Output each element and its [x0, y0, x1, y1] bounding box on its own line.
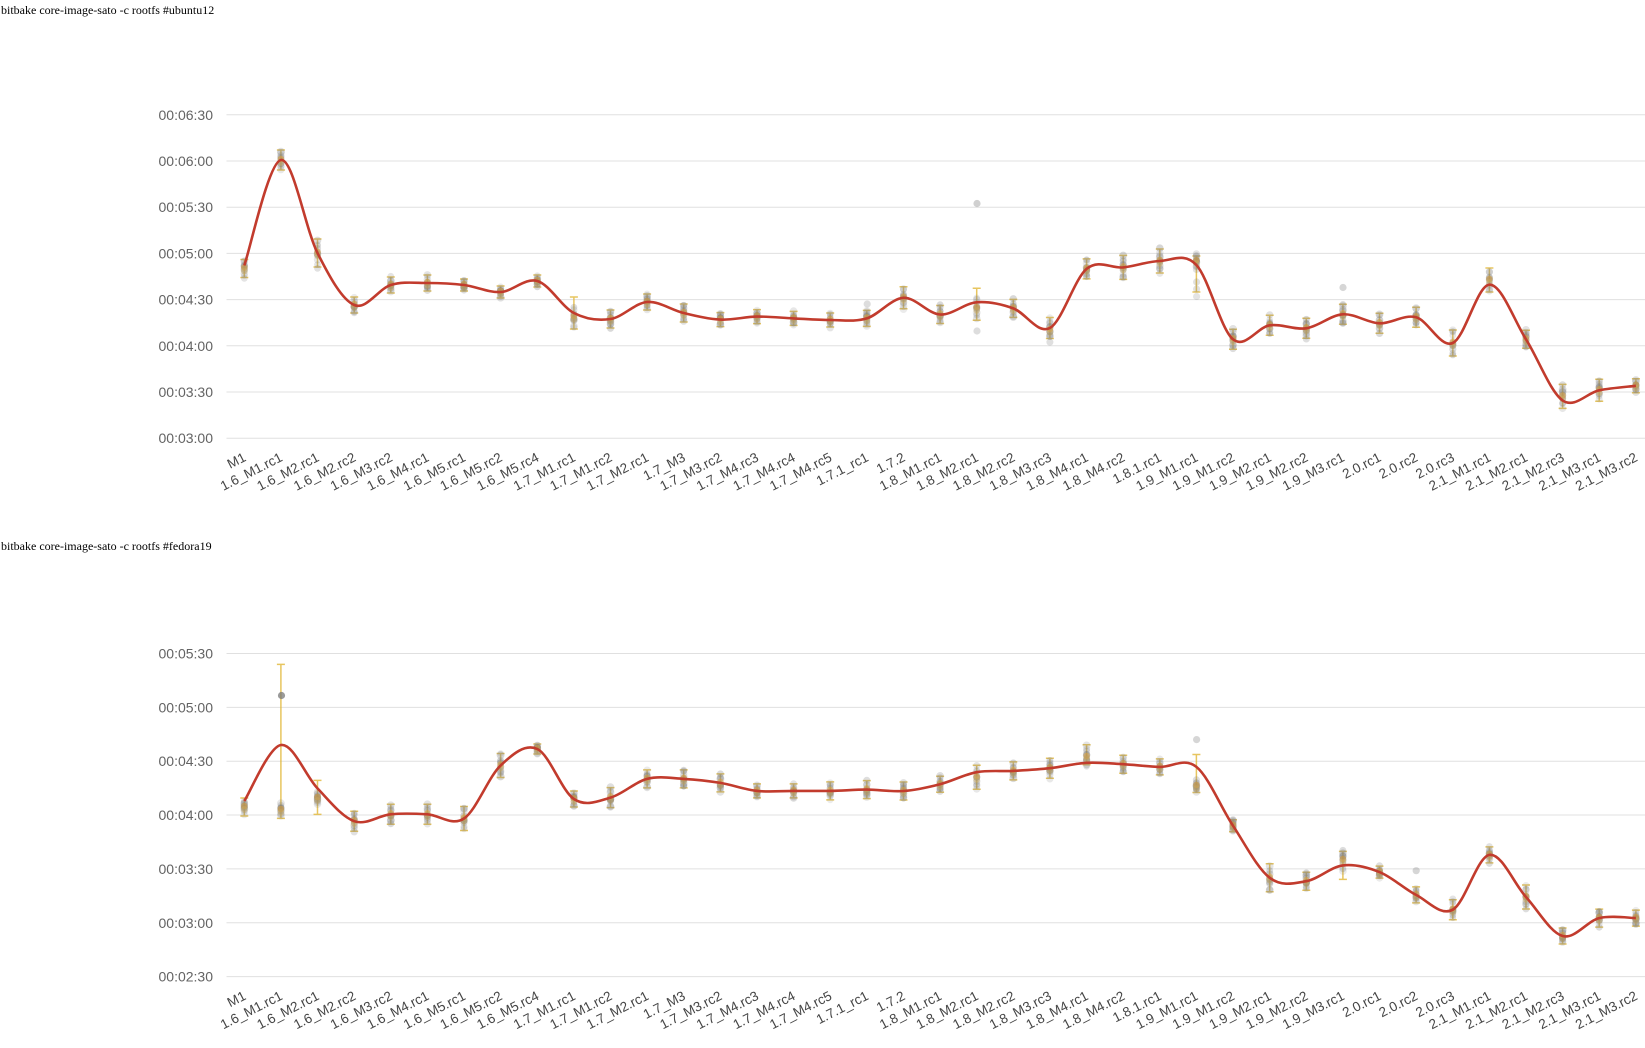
svg-text:00:05:00: 00:05:00: [159, 245, 214, 261]
svg-text:00:04:30: 00:04:30: [159, 753, 214, 769]
svg-text:00:04:00: 00:04:00: [159, 338, 214, 354]
svg-text:00:06:30: 00:06:30: [159, 107, 214, 123]
svg-text:00:03:00: 00:03:00: [159, 915, 214, 931]
svg-text:bitbake core-image-sato -c roo: bitbake core-image-sato -c rootfs #ubunt…: [1, 3, 214, 17]
svg-text:00:05:30: 00:05:30: [159, 646, 214, 662]
svg-text:00:04:30: 00:04:30: [159, 292, 214, 308]
svg-text:00:06:00: 00:06:00: [159, 153, 214, 169]
svg-text:bitbake core-image-sato -c roo: bitbake core-image-sato -c rootfs #fedor…: [1, 539, 212, 553]
svg-text:00:05:30: 00:05:30: [159, 199, 214, 215]
svg-text:00:03:30: 00:03:30: [159, 861, 214, 877]
svg-text:00:03:00: 00:03:00: [159, 430, 214, 446]
svg-text:00:04:00: 00:04:00: [159, 807, 214, 823]
svg-text:00:03:30: 00:03:30: [159, 384, 214, 400]
svg-text:00:05:00: 00:05:00: [159, 699, 214, 715]
svg-text:00:02:30: 00:02:30: [159, 969, 214, 985]
